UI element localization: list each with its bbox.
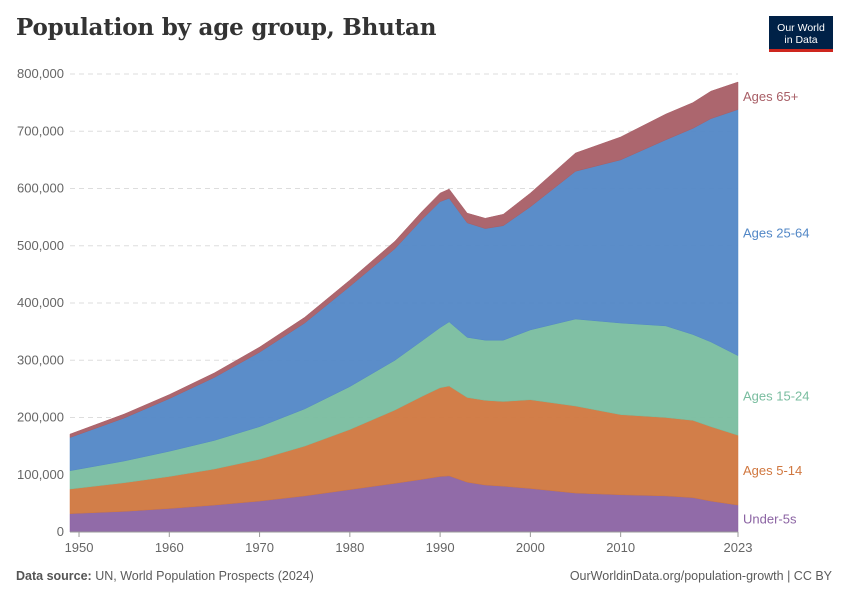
owid-logo[interactable]: Our World in Data bbox=[769, 16, 833, 52]
data-source-text: UN, World Population Prospects (2024) bbox=[95, 569, 314, 583]
y-tick-label: 100,000 bbox=[17, 467, 64, 482]
x-tick-label: 1970 bbox=[245, 540, 274, 555]
data-source: Data source: UN, World Population Prospe… bbox=[16, 569, 314, 583]
y-tick-label: 400,000 bbox=[17, 295, 64, 310]
x-tick-label: 1960 bbox=[155, 540, 184, 555]
y-tick-label: 500,000 bbox=[17, 238, 64, 253]
series-label-ages-65-[interactable]: Ages 65+ bbox=[743, 89, 798, 104]
data-source-label: Data source: bbox=[16, 569, 92, 583]
series-label-ages-25-64[interactable]: Ages 25-64 bbox=[743, 226, 810, 241]
x-tick-label: 1950 bbox=[65, 540, 94, 555]
source-url[interactable]: OurWorldinData.org/population-growth | C… bbox=[569, 569, 832, 583]
x-tick-label: 2023 bbox=[724, 540, 753, 555]
stacked-areas bbox=[69, 81, 739, 533]
y-tick-label: 0 bbox=[57, 524, 64, 539]
y-tick-label: 700,000 bbox=[17, 123, 64, 138]
x-tick-label: 1980 bbox=[335, 540, 364, 555]
x-tick-label: 1990 bbox=[426, 540, 455, 555]
chart-title: Population by age group, Bhutan bbox=[16, 14, 437, 41]
x-tick-label: 2010 bbox=[606, 540, 635, 555]
logo-line-2: in Data bbox=[784, 34, 818, 46]
y-tick-label: 300,000 bbox=[17, 352, 64, 367]
area-ages-65-[interactable] bbox=[69, 81, 739, 438]
series-label-ages-5-14[interactable]: Ages 5-14 bbox=[743, 463, 802, 478]
x-tick-label: 2000 bbox=[516, 540, 545, 555]
logo-line-1: Our World bbox=[777, 22, 825, 34]
y-tick-label: 800,000 bbox=[17, 66, 64, 81]
y-tick-label: 200,000 bbox=[17, 410, 64, 425]
y-tick-label: 600,000 bbox=[17, 181, 64, 196]
series-label-ages-15-24[interactable]: Ages 15-24 bbox=[743, 388, 810, 403]
axes: 0 100,000 200,000 300,000 400,000 500,000 600,… bbox=[17, 66, 752, 555]
series-labels: Under-5s Ages 5-14 Ages 15-24 Ages 25-64 Age… bbox=[743, 89, 810, 527]
series-label-under-5s[interactable]: Under-5s bbox=[743, 512, 797, 527]
